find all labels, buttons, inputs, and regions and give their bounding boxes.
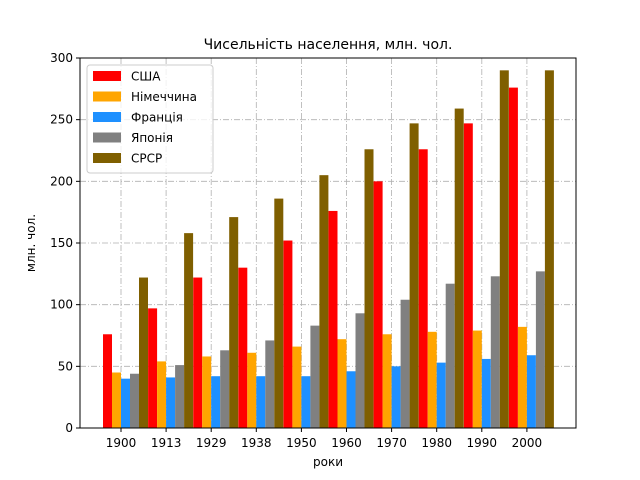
bar-Німеччина-1960	[337, 339, 347, 428]
x-tick-label: 1960	[331, 436, 362, 450]
bar-Франція-1980	[436, 362, 446, 428]
bar-Франція-1900	[121, 378, 130, 428]
x-axis-label: роки	[313, 455, 343, 469]
legend-label-Японія: Японія	[131, 131, 173, 145]
bar-СРСР-1950	[319, 175, 329, 428]
y-tick-label: 0	[65, 421, 73, 435]
bar-Німеччина-1938	[247, 352, 257, 428]
bar-Франція-1929	[211, 376, 221, 428]
x-tick-label: 1929	[196, 436, 227, 450]
bar-Німеччина-1900	[112, 372, 121, 428]
bar-СРСР-2000	[544, 70, 554, 428]
bar-СРСР-1980	[454, 108, 464, 429]
bar-Японія-1970	[400, 299, 410, 428]
bar-СРСР-1929	[229, 217, 239, 428]
legend-swatch-Японія	[93, 132, 121, 143]
bar-Франція-1913	[166, 377, 176, 428]
x-tick-label: 1900	[106, 436, 137, 450]
y-axis-label: млн. чол.	[24, 214, 38, 272]
bar-США-1980	[418, 149, 428, 428]
bar-Японія-2000	[535, 271, 545, 428]
bar-СРСР-1960	[364, 149, 374, 428]
legend-swatch-СРСР	[93, 153, 121, 163]
x-tick-label: 2000	[512, 436, 543, 450]
bar-США-1990	[463, 123, 473, 428]
legend-label-Німеччина: Німеччина	[131, 90, 197, 104]
bar-СРСР-1970	[409, 123, 419, 428]
bar-США-1950	[283, 240, 293, 428]
x-tick-label: 1990	[467, 436, 498, 450]
legend-swatch-Німеччина	[93, 91, 121, 102]
x-tick-label: 1913	[151, 436, 182, 450]
bar-США-2000	[508, 87, 518, 428]
bar-Німеччина-1950	[292, 346, 302, 428]
bar-СРСР-1938	[274, 198, 284, 428]
bar-США-1938	[238, 267, 248, 428]
bar-США-1970	[373, 181, 383, 428]
axis-ticks: 0 50 100 150 200 250 300 1900 1913 1929 1938 1950 19…	[50, 51, 542, 450]
x-tick-label: 1980	[421, 436, 452, 450]
bar-Японія-1938	[265, 340, 275, 428]
y-tick-label: 250	[50, 113, 73, 127]
bar-Японія-1900	[130, 373, 139, 428]
bar-Японія-1929	[220, 350, 230, 428]
bar-СРСР-1913	[184, 233, 194, 428]
bar-Японія-1950	[310, 325, 320, 428]
legend-label-СРСР: СРСР	[131, 152, 162, 166]
x-tick-label: 1970	[376, 436, 407, 450]
bar-Франція-2000	[526, 355, 536, 428]
x-tick-label: 1950	[286, 436, 317, 450]
bar-СРСР-1990	[499, 70, 509, 428]
legend-label-США: США	[131, 70, 161, 84]
chart-title: Чисельність населення, млн. чол.	[204, 37, 453, 53]
y-tick-label: 300	[50, 51, 73, 65]
bar-Франція-1990	[481, 358, 491, 428]
y-tick-label: 100	[50, 298, 73, 312]
bar-США-1960	[328, 210, 338, 428]
bar-Франція-1960	[346, 371, 356, 428]
bar-Японія-1960	[355, 313, 365, 428]
x-tick-label: 1938	[241, 436, 272, 450]
bar-США-1913	[148, 308, 158, 428]
bar-США-1900	[103, 334, 112, 428]
bar-Німеччина-1970	[382, 334, 392, 428]
bar-Японія-1980	[445, 283, 455, 428]
bar-Німеччина-1990	[472, 330, 482, 428]
bar-Німеччина-1980	[427, 331, 437, 428]
bar-Німеччина-1929	[202, 356, 212, 428]
bar-США-1929	[193, 277, 203, 428]
bar-Німеччина-1913	[157, 361, 167, 428]
y-tick-label: 50	[58, 359, 73, 373]
bar-Японія-1913	[175, 365, 185, 428]
bar-Німеччина-2000	[517, 326, 527, 428]
bar-Японія-1990	[490, 276, 500, 428]
bars	[103, 70, 554, 429]
legend-label-Франція: Франція	[131, 111, 183, 125]
legend-swatch-США	[93, 71, 121, 81]
y-tick-label: 200	[50, 174, 73, 188]
bar-Франція-1938	[256, 376, 266, 428]
legend-swatch-Франція	[93, 112, 121, 122]
bar-Франція-1970	[391, 366, 401, 428]
y-tick-label: 150	[50, 236, 73, 250]
bar-СРСР-1900	[139, 277, 148, 428]
bar-Франція-1950	[301, 376, 311, 428]
legend: США Німеччина Франція Японія СРСР	[86, 64, 214, 174]
